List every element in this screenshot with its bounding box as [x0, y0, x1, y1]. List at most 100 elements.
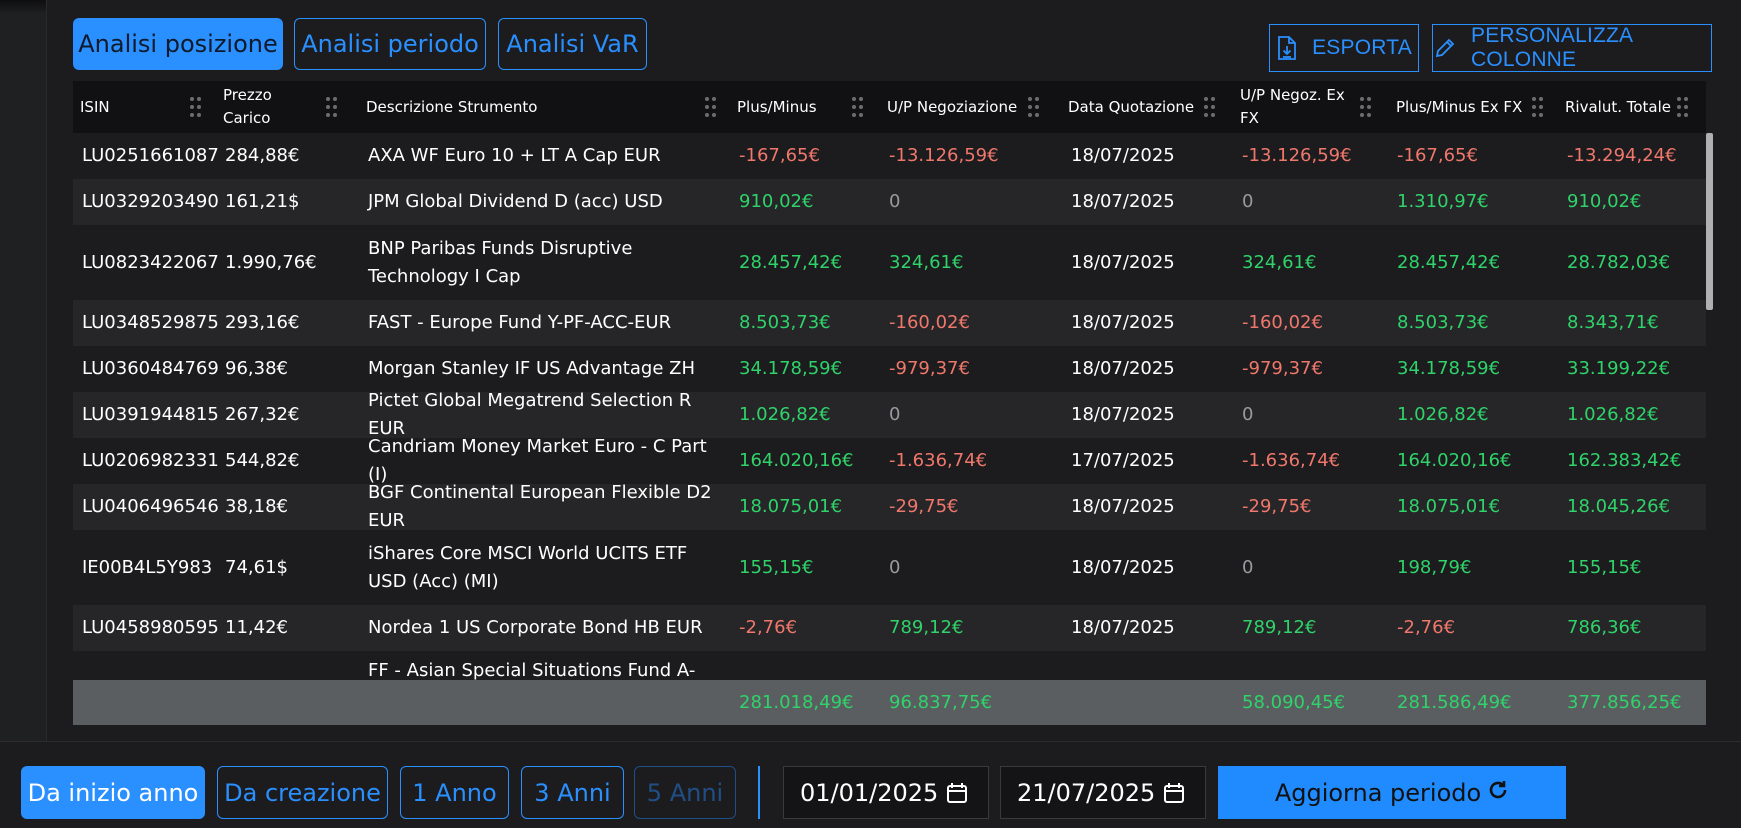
table-row[interactable]: LU0251661087 284,88€ AXA WF Euro 10 + LT A… [73, 133, 1706, 179]
plus-minus-cell: 155,15€ [739, 556, 814, 578]
column-header-prezzo-carico[interactable]: Prezzo Carico [223, 86, 272, 127]
column-header-plus-minus[interactable]: Plus/Minus [737, 97, 817, 116]
up-negoziazione-cell: 789,12€ [889, 617, 964, 638]
isin-cell: LU0406496546 [82, 496, 219, 517]
column-header-plus-minus-ex-fx[interactable]: Plus/Minus Ex FX [1396, 97, 1523, 116]
table-row[interactable]: LU0348529875 293,16€ FAST - Europe Fund Y-… [73, 300, 1706, 346]
total-plus-minus: 281.018,49€ [739, 691, 854, 713]
rivalutazione-cell: 155,15€ [1567, 556, 1642, 578]
up-negoziazione-cell: -13.126,59€ [889, 145, 999, 166]
column-header-data-quotazione[interactable]: Data Quotazione [1068, 97, 1195, 116]
calendar-icon[interactable] [1163, 782, 1185, 810]
column-header-up-negoz-ex-fx[interactable]: U/P Negoz. Ex FX [1240, 86, 1345, 127]
column-header-isin[interactable]: ISIN [80, 97, 110, 116]
plus-minus-ex-fx-cell: 28.457,42€ [1397, 251, 1501, 273]
totals-row: 281.018,49€ 96.837,75€ 58.090,45€ 281.58… [73, 680, 1706, 725]
rivalutazione-cell: 8.343,71€ [1567, 312, 1659, 333]
export-label: ESPORTA [1312, 36, 1412, 59]
prezzo-carico-cell: 1.990,76€ [225, 251, 317, 273]
table-row[interactable]: LU0391944815 267,32€ Pictet Global Megatre… [73, 390, 1706, 439]
isin-cell: LU0391944815 [82, 404, 219, 425]
drag-handle-icon[interactable] [1532, 97, 1544, 117]
column-header-descrizione[interactable]: Descrizione Strumento [366, 97, 538, 116]
data-quotazione-cell: 18/07/2025 [1071, 191, 1175, 212]
table-row[interactable]: LU0406496546 38,18€ BGF Continental Europe… [73, 482, 1706, 531]
pencil-icon [1433, 36, 1457, 60]
up-negoziazione-cell: 0 [889, 556, 901, 578]
up-ex-fx-cell: 0 [1242, 191, 1254, 212]
up-negoziazione-cell: 324,61€ [889, 251, 964, 273]
up-ex-fx-cell: 0 [1242, 556, 1254, 578]
drag-handle-icon[interactable] [326, 97, 338, 117]
period-3y-button[interactable]: 3 Anni [521, 766, 624, 819]
descrizione-cell: JPM Global Dividend D (acc) USD [368, 191, 663, 212]
period-1y-button[interactable]: 1 Anno [400, 766, 509, 819]
plus-minus-ex-fx-cell: -2,76€ [1397, 617, 1456, 638]
data-quotazione-cell: 18/07/2025 [1071, 312, 1175, 333]
data-quotazione-cell: 18/07/2025 [1071, 556, 1175, 578]
update-period-button[interactable]: Aggiorna periodo [1218, 766, 1566, 819]
plus-minus-cell: -2,76€ [739, 617, 798, 638]
plus-minus-cell: 1.026,82€ [739, 404, 831, 425]
isin-cell: LU0360484769 [82, 358, 219, 379]
customize-columns-label: PERSONALIZZA COLONNE [1471, 24, 1633, 71]
rivalutazione-cell: 910,02€ [1567, 191, 1642, 212]
table-row[interactable]: LU0823422067 1.990,76€ BNP Paribas Funds D… [73, 225, 1706, 300]
rivalutazione-cell: 162.383,42€ [1567, 450, 1682, 471]
export-button[interactable]: ESPORTA [1269, 24, 1419, 72]
period-5y-button[interactable]: 5 Anni [634, 766, 736, 819]
up-negoziazione-cell: -29,75€ [889, 496, 959, 517]
update-period-label: Aggiorna periodo [1274, 778, 1482, 807]
start-date-input[interactable]: 01/01/2025 [783, 766, 989, 819]
data-quotazione-cell: 18/07/2025 [1071, 145, 1175, 166]
table-row[interactable]: IE00B4L5Y983 74,61$ iShares Core MSCI Worl… [73, 530, 1706, 605]
period-ytd-button[interactable]: Da inizio anno [21, 766, 205, 819]
tab-analisi-posizione[interactable]: Analisi posizione [73, 18, 283, 70]
table-row[interactable]: FF - Asian Special Situations Fund A-ACC… [73, 651, 1706, 680]
data-quotazione-cell: 18/07/2025 [1071, 404, 1175, 425]
data-quotazione-cell: 18/07/2025 [1071, 496, 1175, 517]
column-header-rivalut-totale[interactable]: Rivalut. Totale [1565, 97, 1672, 116]
plus-minus-cell: 8.503,73€ [739, 312, 831, 333]
table-row[interactable]: LU0458980595 11,42€ Nordea 1 US Corporate … [73, 605, 1706, 651]
drag-handle-icon[interactable] [852, 97, 864, 117]
plus-minus-cell: 34.178,59€ [739, 358, 843, 379]
period-since-creation-button[interactable]: Da creazione [217, 766, 388, 819]
column-header-up-negoziazione[interactable]: U/P Negoziazione [887, 97, 1018, 116]
end-date-input[interactable]: 21/07/2025 [1000, 766, 1206, 819]
plus-minus-ex-fx-cell: 34.178,59€ [1397, 358, 1501, 379]
descrizione-cell: iShares Core MSCI World UCITS ETF USD (A… [368, 542, 688, 592]
data-quotazione-cell: 18/07/2025 [1071, 251, 1175, 273]
positions-table: LU0251661087 284,88€ AXA WF Euro 10 + LT A… [73, 133, 1706, 680]
table-header: ISIN Prezzo Carico Descrizione Strumento Pl… [73, 81, 1706, 133]
total-plus-minus-ex-fx: 281.586,49€ [1397, 691, 1512, 713]
calendar-icon[interactable] [946, 782, 968, 810]
table-row[interactable]: LU0206982331 544,82€ Candriam Money Market… [73, 436, 1706, 485]
total-up-negoziazione: 96.837,75€ [889, 691, 993, 713]
prezzo-carico-cell: 293,16€ [225, 312, 300, 333]
up-ex-fx-cell: 0 [1242, 404, 1254, 425]
drag-handle-icon[interactable] [190, 97, 202, 117]
table-row[interactable]: LU0329203490 161,21$ JPM Global Dividend D… [73, 179, 1706, 225]
table-scrollbar[interactable] [1706, 133, 1713, 310]
total-rivalutazione: 377.856,25€ [1567, 691, 1682, 713]
drag-handle-icon[interactable] [1360, 97, 1372, 117]
drag-handle-icon[interactable] [1028, 97, 1040, 117]
drag-handle-icon[interactable] [705, 97, 717, 117]
table-row[interactable]: LU0360484769 96,38€ Morgan Stanley IF US A… [73, 346, 1706, 392]
prezzo-carico-cell: 544,82€ [225, 450, 300, 471]
tab-analisi-var[interactable]: Analisi VaR [498, 18, 647, 70]
panel-divider [46, 0, 47, 741]
isin-cell: LU0329203490 [82, 191, 219, 212]
total-up-ex-fx: 58.090,45€ [1242, 691, 1346, 713]
prezzo-carico-cell: 284,88€ [225, 145, 300, 166]
isin-cell: IE00B4L5Y983 [82, 556, 213, 578]
drag-handle-icon[interactable] [1204, 97, 1216, 117]
drag-handle-icon[interactable] [1677, 97, 1689, 117]
tab-analisi-periodo[interactable]: Analisi periodo [294, 18, 486, 70]
customize-columns-button[interactable]: PERSONALIZZA COLONNE [1432, 24, 1712, 72]
refresh-icon [1487, 779, 1509, 807]
rivalutazione-cell: 786,36€ [1567, 617, 1642, 638]
up-ex-fx-cell: 324,61€ [1242, 251, 1317, 273]
plus-minus-cell: 18.075,01€ [739, 496, 843, 517]
